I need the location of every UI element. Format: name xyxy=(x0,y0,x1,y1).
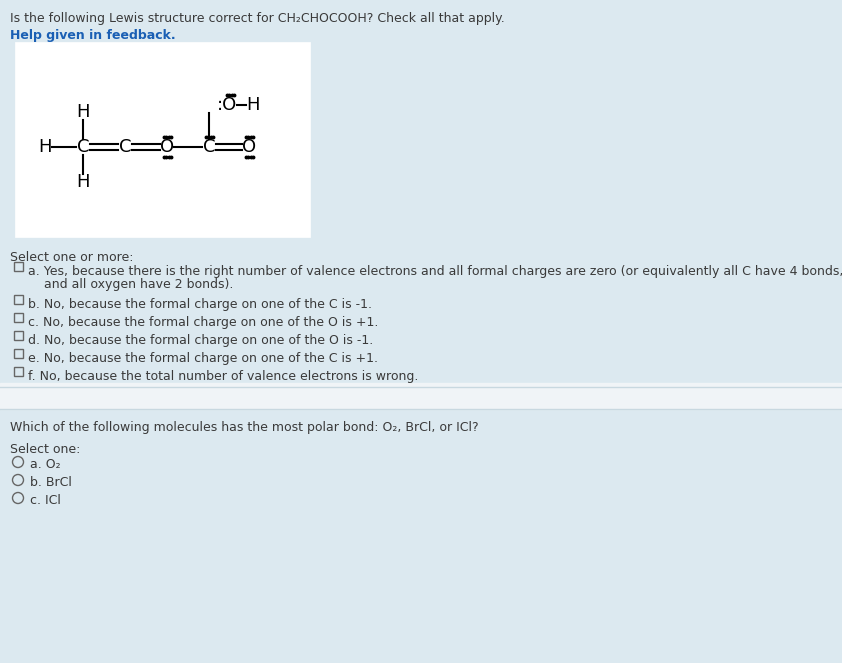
Text: Select one:: Select one: xyxy=(10,443,80,456)
Text: C: C xyxy=(203,138,216,156)
Text: H: H xyxy=(77,103,90,121)
Text: c. No, because the formal charge on one of the O is +1.: c. No, because the formal charge on one … xyxy=(28,316,378,329)
Text: Help given in feedback.: Help given in feedback. xyxy=(10,29,176,42)
Bar xyxy=(14,349,23,357)
Text: H: H xyxy=(246,96,259,114)
Text: d. No, because the formal charge on one of the O is -1.: d. No, because the formal charge on one … xyxy=(28,334,373,347)
Text: e. No, because the formal charge on one of the C is +1.: e. No, because the formal charge on one … xyxy=(28,352,378,365)
Text: c. ICl: c. ICl xyxy=(30,494,61,507)
Text: and all oxygen have 2 bonds).: and all oxygen have 2 bonds). xyxy=(28,278,233,291)
Text: Select one or more:: Select one or more: xyxy=(10,251,134,264)
Text: C: C xyxy=(119,138,131,156)
Text: b. No, because the formal charge on one of the C is -1.: b. No, because the formal charge on one … xyxy=(28,298,372,311)
Text: C: C xyxy=(77,138,89,156)
Bar xyxy=(14,261,23,271)
Text: a. O₂: a. O₂ xyxy=(30,458,61,471)
Text: H: H xyxy=(77,173,90,191)
Text: a. Yes, because there is the right number of valence electrons and all formal ch: a. Yes, because there is the right numbe… xyxy=(28,265,842,278)
Bar xyxy=(14,312,23,322)
Bar xyxy=(14,294,23,304)
Text: f. No, because the total number of valence electrons is wrong.: f. No, because the total number of valen… xyxy=(28,370,418,383)
Text: b. BrCl: b. BrCl xyxy=(30,476,72,489)
Text: O: O xyxy=(242,138,256,156)
Bar xyxy=(14,330,23,339)
Bar xyxy=(14,367,23,375)
Bar xyxy=(0,383,842,409)
Bar xyxy=(15,42,310,237)
Text: Which of the following molecules has the most polar bond: O₂, BrCl, or ICl?: Which of the following molecules has the… xyxy=(10,421,478,434)
Text: :O: :O xyxy=(217,96,237,114)
Text: H: H xyxy=(38,138,51,156)
Text: O: O xyxy=(160,138,174,156)
Text: Is the following Lewis structure correct for CH₂CHOCOOH? Check all that apply.: Is the following Lewis structure correct… xyxy=(10,12,504,25)
